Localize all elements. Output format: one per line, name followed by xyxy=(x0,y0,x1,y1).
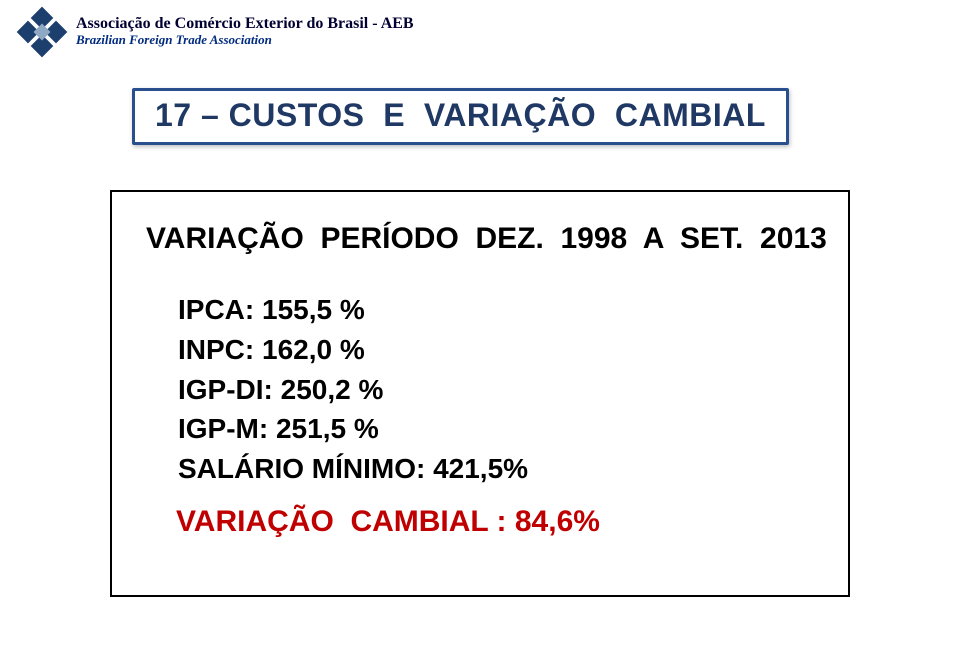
data-line: IGP-DI: 250,2 % xyxy=(178,370,814,410)
content-box: VARIAÇÃO PERÍODO DEZ. 1998 A SET. 2013 I… xyxy=(110,190,850,597)
logo-icon xyxy=(18,8,66,56)
highlight-line: VARIAÇÃO CAMBIAL : 84,6% xyxy=(176,505,814,539)
slide-title-box: 17 – CUSTOS E VARIAÇÃO CAMBIAL xyxy=(132,88,789,145)
org-name-secondary: Brazilian Foreign Trade Association xyxy=(76,32,414,49)
data-line: IPCA: 155,5 % xyxy=(178,290,814,330)
data-line: INPC: 162,0 % xyxy=(178,330,814,370)
slide-title: 17 – CUSTOS E VARIAÇÃO CAMBIAL xyxy=(155,97,766,134)
org-name-block: Associação de Comércio Exterior do Brasi… xyxy=(76,15,414,49)
data-line: IGP-M: 251,5 % xyxy=(178,409,814,449)
header: Associação de Comércio Exterior do Brasi… xyxy=(18,8,414,56)
content-subtitle: VARIAÇÃO PERÍODO DEZ. 1998 A SET. 2013 xyxy=(146,222,814,256)
data-line: SALÁRIO MÍNIMO: 421,5% xyxy=(178,449,814,489)
org-name-primary: Associação de Comércio Exterior do Brasi… xyxy=(76,15,414,33)
